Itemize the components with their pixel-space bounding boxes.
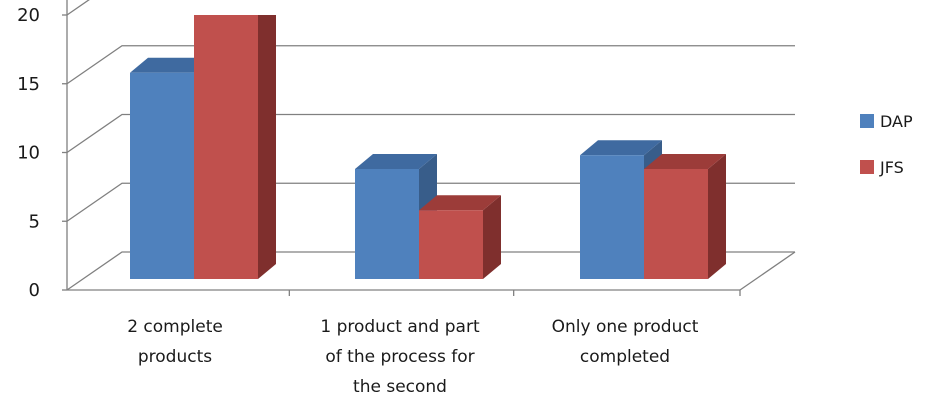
gridline bbox=[66, 0, 90, 16]
gridlines bbox=[62, 0, 795, 296]
bars bbox=[130, 15, 726, 279]
bar-front-face bbox=[355, 169, 419, 279]
bar-top-face bbox=[355, 154, 437, 169]
x-axis-category-labels: 2 complete products 1 product and part of t… bbox=[127, 317, 699, 397]
bar-top-face bbox=[130, 57, 212, 73]
bar-front-face bbox=[130, 72, 194, 279]
y-axis-tick-labels: 0 5 10 15 20 bbox=[17, 5, 40, 301]
legend: DAP JFS bbox=[860, 112, 913, 177]
legend-swatch bbox=[860, 114, 874, 128]
bar-front-face bbox=[644, 169, 708, 279]
bar-top-face bbox=[644, 154, 726, 169]
gridline bbox=[66, 251, 795, 291]
floor-right-edge bbox=[739, 251, 796, 291]
bar-jfs-0 bbox=[194, 15, 276, 279]
gridline bbox=[66, 182, 795, 222]
y-tick-label: 20 bbox=[17, 5, 40, 26]
y-tick-label: 15 bbox=[17, 74, 40, 95]
bar-front-face bbox=[419, 210, 483, 279]
bar-top-face bbox=[580, 140, 662, 156]
legend-swatch bbox=[860, 160, 874, 174]
x-category-label: Only one product completed bbox=[552, 317, 699, 367]
gridline bbox=[66, 113, 795, 154]
bar-jfs-2 bbox=[644, 154, 726, 279]
legend-label: JFS bbox=[879, 158, 904, 177]
legend-item-dap: DAP bbox=[860, 112, 913, 131]
bar-side-face bbox=[708, 154, 726, 279]
x-category-label: 1 product and part of the process for the … bbox=[320, 317, 480, 397]
x-category-label: 2 complete products bbox=[127, 317, 223, 367]
bar-front-face bbox=[194, 15, 258, 279]
y-tick-label: 10 bbox=[17, 143, 40, 164]
bar-side-face bbox=[258, 15, 276, 279]
bar-top-face bbox=[419, 195, 501, 211]
chart-walls bbox=[66, 0, 796, 291]
bar-jfs-1 bbox=[419, 195, 501, 279]
gridline bbox=[66, 45, 795, 85]
legend-label: DAP bbox=[880, 112, 913, 131]
legend-item-jfs: JFS bbox=[860, 158, 904, 177]
bar-side-face bbox=[483, 195, 501, 279]
y-tick-label: 5 bbox=[29, 211, 40, 232]
bar-front-face bbox=[580, 155, 644, 279]
y-tick-label: 0 bbox=[29, 280, 40, 301]
